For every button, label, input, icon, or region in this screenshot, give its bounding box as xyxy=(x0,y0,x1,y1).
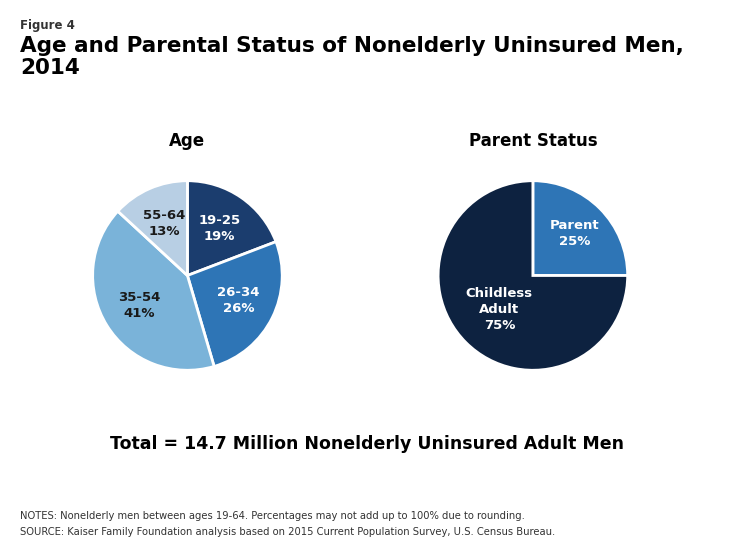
Wedge shape xyxy=(118,181,187,276)
Text: Figure 4: Figure 4 xyxy=(20,19,75,33)
Title: Age: Age xyxy=(169,132,206,150)
Text: 19-25
19%: 19-25 19% xyxy=(198,214,241,243)
Wedge shape xyxy=(533,181,628,276)
Wedge shape xyxy=(438,181,628,370)
Text: THE HENRY J.: THE HENRY J. xyxy=(662,490,709,495)
Text: Age and Parental Status of Nonelderly Uninsured Men,
2014: Age and Parental Status of Nonelderly Un… xyxy=(20,36,684,78)
Wedge shape xyxy=(93,211,214,370)
Text: Childless
Adult
75%: Childless Adult 75% xyxy=(466,287,533,332)
Wedge shape xyxy=(187,181,276,276)
Text: 26-34
26%: 26-34 26% xyxy=(217,287,259,315)
Text: 35-54
41%: 35-54 41% xyxy=(118,291,160,320)
Text: 55-64
13%: 55-64 13% xyxy=(143,209,186,238)
Text: Total = 14.7 Million Nonelderly Uninsured Adult Men: Total = 14.7 Million Nonelderly Uninsure… xyxy=(110,435,625,452)
Text: FAMILY: FAMILY xyxy=(661,512,709,526)
Text: Parent
25%: Parent 25% xyxy=(550,219,599,249)
Wedge shape xyxy=(187,242,282,366)
Text: NOTES: Nonelderly men between ages 19-64. Percentages may not add up to 100% due: NOTES: Nonelderly men between ages 19-64… xyxy=(20,511,525,521)
Title: Parent Status: Parent Status xyxy=(469,132,597,150)
Text: FOUNDATION: FOUNDATION xyxy=(662,531,709,536)
Text: KAISER: KAISER xyxy=(659,500,711,513)
Text: SOURCE: Kaiser Family Foundation analysis based on 2015 Current Population Surve: SOURCE: Kaiser Family Foundation analysi… xyxy=(20,527,555,537)
